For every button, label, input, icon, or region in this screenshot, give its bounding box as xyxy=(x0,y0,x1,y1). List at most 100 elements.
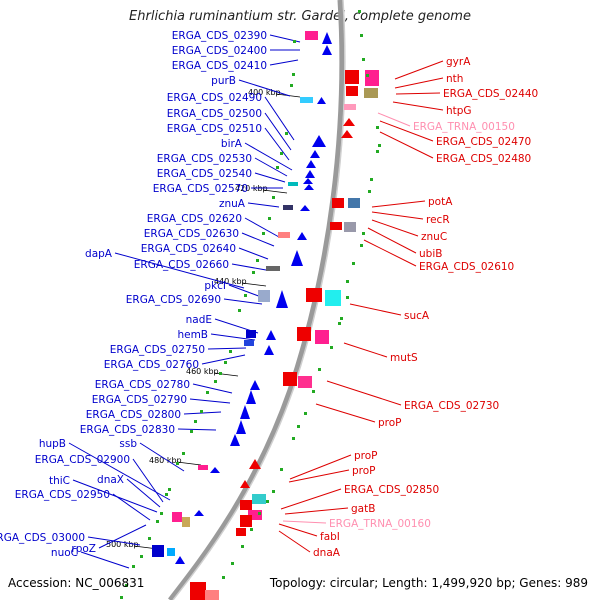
minus-gene-label[interactable]: znuA xyxy=(219,198,246,210)
minus-gene-label[interactable]: ERGA_CDS_02950 xyxy=(15,489,110,501)
rna-gene-label[interactable]: ERGA_TRNA_00150 xyxy=(413,121,515,133)
plus-gene-label[interactable]: znuC xyxy=(421,231,447,243)
gene-feature[interactable] xyxy=(305,31,318,40)
gene-feature[interactable] xyxy=(266,330,276,340)
gene-feature[interactable] xyxy=(322,32,332,44)
gene-feature[interactable] xyxy=(246,330,256,338)
plus-gene-label[interactable]: proP xyxy=(354,450,378,462)
minus-gene-label[interactable]: ERGA_CDS_02490 xyxy=(167,92,262,104)
gene-feature[interactable] xyxy=(345,70,359,84)
gene-feature[interactable] xyxy=(258,290,270,302)
minus-gene-label[interactable]: dapA xyxy=(85,248,113,260)
gene-feature[interactable] xyxy=(283,205,293,210)
minus-gene-label[interactable]: nuoC xyxy=(51,547,78,559)
plus-gene-label[interactable]: dnaA xyxy=(313,547,341,559)
gene-feature[interactable] xyxy=(346,86,358,96)
gene-feature[interactable] xyxy=(298,376,312,388)
minus-gene-label[interactable]: rpoZ xyxy=(71,543,96,555)
gene-feature[interactable] xyxy=(304,184,314,190)
gene-feature[interactable] xyxy=(297,232,307,240)
gene-feature[interactable] xyxy=(249,459,261,469)
gene-feature[interactable] xyxy=(317,97,326,104)
plus-gene-label[interactable]: sucA xyxy=(404,310,430,322)
gene-feature[interactable] xyxy=(364,88,378,98)
plus-gene-label[interactable]: recR xyxy=(426,214,450,226)
minus-gene-label[interactable]: birA xyxy=(221,138,243,150)
minus-gene-label[interactable]: thiC xyxy=(49,475,70,487)
gene-feature[interactable] xyxy=(190,582,206,600)
plus-gene-label[interactable]: gatB xyxy=(351,503,375,515)
plus-gene-label[interactable]: ERGA_CDS_02850 xyxy=(344,484,439,496)
gene-feature[interactable] xyxy=(278,232,290,238)
minus-gene-label[interactable]: ssb xyxy=(119,438,137,450)
minus-gene-label[interactable]: dnaX xyxy=(97,474,124,486)
minus-gene-label[interactable]: ERGA_CDS_02760 xyxy=(104,359,199,371)
gene-feature[interactable] xyxy=(240,515,252,527)
minus-gene-label[interactable]: ERGA_CDS_02390 xyxy=(172,30,267,42)
plus-gene-label[interactable]: fabI xyxy=(320,531,340,543)
plus-gene-label[interactable]: htpG xyxy=(446,105,472,117)
gene-feature[interactable] xyxy=(341,130,353,138)
gene-feature[interactable] xyxy=(244,340,254,346)
gene-feature[interactable] xyxy=(306,160,316,168)
gene-feature[interactable] xyxy=(198,465,208,470)
minus-gene-label[interactable]: ERGA_CDS_02510 xyxy=(167,123,262,135)
gene-feature[interactable] xyxy=(312,135,326,147)
plus-gene-label[interactable]: ERGA_CDS_02440 xyxy=(443,88,538,100)
minus-gene-label[interactable]: ERGA_CDS_02530 xyxy=(157,153,252,165)
gene-feature[interactable] xyxy=(300,205,310,211)
gene-feature[interactable] xyxy=(365,70,379,86)
gene-feature[interactable] xyxy=(325,290,341,306)
gene-feature[interactable] xyxy=(246,390,256,404)
plus-gene-label[interactable]: proP xyxy=(352,465,376,477)
gene-feature[interactable] xyxy=(310,150,320,158)
gene-feature[interactable] xyxy=(297,327,311,341)
minus-gene-label[interactable]: ERGA_CDS_02410 xyxy=(172,60,267,72)
gene-feature[interactable] xyxy=(230,434,240,446)
plus-gene-label[interactable]: gyrA xyxy=(446,56,471,68)
gene-feature[interactable] xyxy=(344,222,356,232)
plus-gene-label[interactable]: ERGA_CDS_02480 xyxy=(436,153,531,165)
gene-feature[interactable] xyxy=(240,405,250,419)
minus-gene-label[interactable]: ERGA_CDS_02620 xyxy=(147,213,242,225)
gene-feature[interactable] xyxy=(240,480,250,488)
gene-feature[interactable] xyxy=(172,512,182,522)
minus-gene-label[interactable]: ERGA_CDS_02830 xyxy=(80,424,175,436)
gene-feature[interactable] xyxy=(250,380,260,390)
gene-feature[interactable] xyxy=(322,45,332,55)
gene-feature[interactable] xyxy=(288,182,298,186)
gene-feature[interactable] xyxy=(194,510,204,516)
gene-feature[interactable] xyxy=(236,528,246,536)
plus-gene-label[interactable]: proP xyxy=(378,417,402,429)
gene-feature[interactable] xyxy=(315,330,329,344)
plus-gene-label[interactable]: mutS xyxy=(390,352,418,364)
plus-gene-label[interactable]: potA xyxy=(428,196,453,208)
minus-gene-label[interactable]: ERGA_CDS_02570 xyxy=(153,183,248,195)
minus-gene-label[interactable]: hemB xyxy=(177,329,208,341)
minus-gene-label[interactable]: ERGA_CDS_02500 xyxy=(167,108,262,120)
plus-gene-label[interactable]: ERGA_CDS_02610 xyxy=(419,261,514,273)
minus-gene-label[interactable]: ERGA_CDS_02800 xyxy=(86,409,181,421)
plus-gene-label[interactable]: ERGA_CDS_02730 xyxy=(404,400,499,412)
plus-gene-label[interactable]: ERGA_CDS_02470 xyxy=(436,136,531,148)
minus-gene-label[interactable]: ERGA_CDS_02640 xyxy=(141,243,236,255)
plus-gene-label[interactable]: nth xyxy=(446,73,463,85)
gene-feature[interactable] xyxy=(182,517,190,527)
gene-feature[interactable] xyxy=(300,97,313,103)
gene-feature[interactable] xyxy=(264,345,274,355)
plus-gene-label[interactable]: ubiB xyxy=(419,248,442,260)
gene-feature[interactable] xyxy=(303,178,313,184)
gene-feature[interactable] xyxy=(332,198,344,208)
gene-feature[interactable] xyxy=(152,545,164,557)
gene-feature[interactable] xyxy=(167,548,175,556)
minus-gene-label[interactable]: pkcI xyxy=(204,280,226,292)
minus-gene-label[interactable]: ERGA_CDS_02540 xyxy=(157,168,252,180)
minus-gene-label[interactable]: ERGA_CDS_02750 xyxy=(110,344,205,356)
gene-feature[interactable] xyxy=(240,500,252,510)
minus-gene-label[interactable]: nadE xyxy=(186,314,212,326)
gene-feature[interactable] xyxy=(266,266,280,271)
minus-gene-label[interactable]: ERGA_CDS_02790 xyxy=(92,394,187,406)
minus-gene-label[interactable]: ERGA_CDS_02660 xyxy=(134,259,229,271)
gene-feature[interactable] xyxy=(348,198,360,208)
gene-feature[interactable] xyxy=(252,494,266,504)
